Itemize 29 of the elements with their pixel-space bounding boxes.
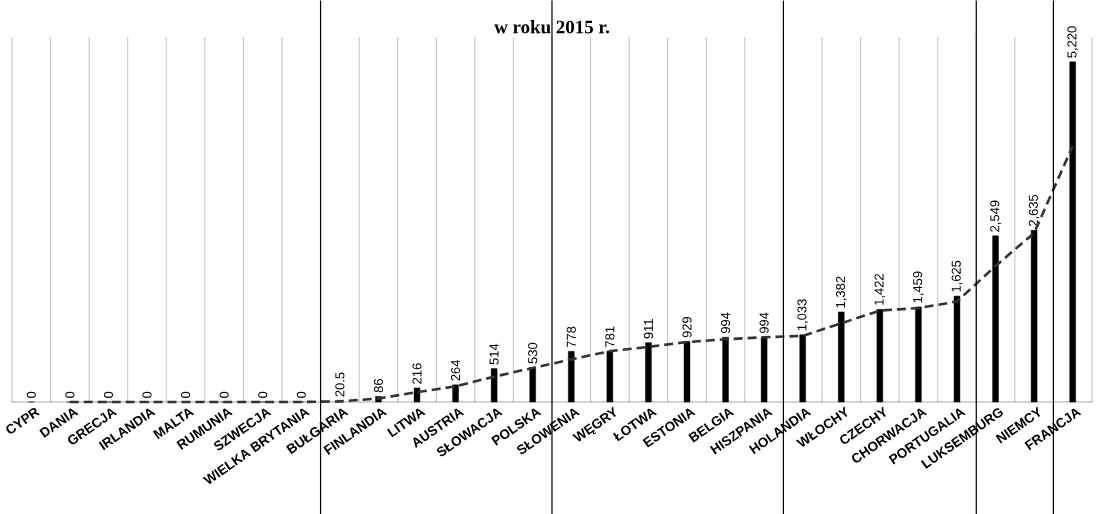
data-label: 1,422 bbox=[874, 274, 886, 305]
data-label: 2,549 bbox=[990, 200, 1001, 232]
data-label: 2,635 bbox=[1028, 194, 1040, 227]
data-label: 1,459 bbox=[913, 271, 924, 303]
data-label: 0 bbox=[26, 391, 36, 398]
chart-title: w roku 2015 r. bbox=[494, 20, 610, 34]
data-label: 994 bbox=[759, 312, 769, 334]
data-label: 1,625 bbox=[951, 260, 963, 292]
data-label: 929 bbox=[682, 316, 692, 338]
data-label: 0 bbox=[258, 391, 268, 398]
data-label: 1,033 bbox=[797, 299, 809, 331]
data-label: 781 bbox=[605, 326, 615, 347]
data-label: 0 bbox=[219, 391, 229, 398]
data-label: 530 bbox=[528, 342, 538, 364]
data-label: 0 bbox=[65, 391, 75, 398]
data-label: 86 bbox=[373, 379, 383, 393]
data-label: 0 bbox=[296, 391, 306, 398]
data-label: 514 bbox=[489, 343, 499, 365]
data-label: 0 bbox=[142, 391, 152, 398]
data-label: 994 bbox=[720, 312, 731, 334]
data-label: 911 bbox=[643, 319, 653, 339]
data-label: 778 bbox=[566, 326, 576, 348]
data-label: 264 bbox=[450, 360, 461, 381]
data-label: 5,220 bbox=[1067, 26, 1079, 58]
data-label: 0 bbox=[103, 391, 114, 398]
data-label: 1,382 bbox=[835, 276, 847, 308]
data-label: 216 bbox=[412, 363, 422, 384]
data-label: 20.5 bbox=[335, 372, 345, 397]
data-label: 0 bbox=[180, 391, 191, 398]
